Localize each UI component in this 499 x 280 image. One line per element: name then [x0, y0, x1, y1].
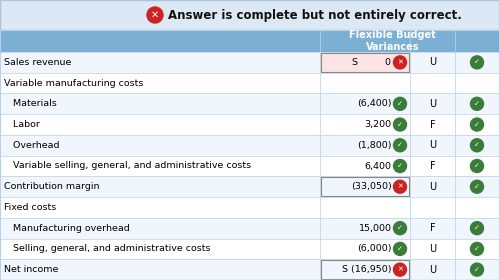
Text: ✓: ✓ [474, 246, 480, 252]
Circle shape [471, 222, 484, 235]
Text: ✓: ✓ [474, 122, 480, 128]
Bar [0, 259, 499, 280]
Text: ✕: ✕ [397, 184, 403, 190]
Circle shape [471, 160, 484, 172]
Text: ✓: ✓ [397, 163, 403, 169]
Bar [0, 30, 499, 52]
Circle shape [394, 118, 407, 131]
Text: U: U [429, 57, 436, 67]
Bar [321, 53, 409, 72]
Text: Overhead: Overhead [4, 141, 59, 150]
Bar [0, 94, 499, 114]
Circle shape [394, 263, 407, 276]
Text: Materials: Materials [4, 99, 57, 108]
Text: U: U [429, 265, 436, 275]
Text: Sales revenue: Sales revenue [4, 58, 71, 67]
Text: S (16,950): S (16,950) [342, 265, 392, 274]
Circle shape [394, 139, 407, 152]
Bar [0, 52, 499, 73]
Text: Labor: Labor [4, 120, 40, 129]
Circle shape [394, 222, 407, 235]
Circle shape [471, 139, 484, 152]
Bar [0, 73, 499, 94]
Circle shape [471, 97, 484, 110]
Text: ✓: ✓ [474, 225, 480, 231]
Bar [321, 260, 409, 279]
Text: 3,200: 3,200 [364, 120, 392, 129]
Text: ✓: ✓ [397, 122, 403, 128]
Text: ✓: ✓ [474, 184, 480, 190]
Bar [0, 156, 499, 176]
Bar [0, 30, 499, 280]
Bar [320, 52, 410, 73]
Text: ✓: ✓ [397, 101, 403, 107]
Text: ✓: ✓ [397, 246, 403, 252]
Text: ✓: ✓ [474, 142, 480, 148]
Bar [0, 0, 499, 30]
Text: Flexible Budget
Variances: Flexible Budget Variances [349, 30, 436, 52]
Text: F: F [430, 161, 435, 171]
Bar [0, 197, 499, 218]
Text: ✓: ✓ [474, 267, 480, 273]
Text: 6,400: 6,400 [364, 162, 392, 171]
Text: U: U [429, 99, 436, 109]
Text: Contribution margin: Contribution margin [4, 182, 99, 191]
Text: Answer is complete but not entirely correct.: Answer is complete but not entirely corr… [168, 8, 462, 22]
Text: Fixed costs: Fixed costs [4, 203, 56, 212]
Text: Selling, general, and administrative costs: Selling, general, and administrative cos… [4, 244, 211, 253]
Text: 15,000: 15,000 [358, 224, 392, 233]
Text: (1,800): (1,800) [357, 141, 392, 150]
Text: Manufacturing overhead: Manufacturing overhead [4, 224, 130, 233]
Text: (6,000): (6,000) [357, 244, 392, 253]
Circle shape [471, 242, 484, 255]
Text: F: F [430, 120, 435, 130]
Bar [0, 218, 499, 239]
Circle shape [394, 97, 407, 110]
Circle shape [471, 118, 484, 131]
Text: ✕: ✕ [397, 59, 403, 65]
Text: ✕: ✕ [151, 10, 159, 20]
Text: Variable manufacturing costs: Variable manufacturing costs [4, 79, 143, 88]
Text: (33,050): (33,050) [351, 182, 392, 191]
Circle shape [394, 56, 407, 69]
Bar [0, 135, 499, 156]
Text: U: U [429, 182, 436, 192]
Bar [321, 177, 409, 196]
Text: ✕: ✕ [397, 267, 403, 273]
Circle shape [471, 56, 484, 69]
Text: U: U [429, 140, 436, 150]
Bar [0, 176, 499, 197]
Text: U: U [429, 244, 436, 254]
Text: ✓: ✓ [474, 59, 480, 65]
Text: (6,400): (6,400) [357, 99, 392, 108]
Text: ✓: ✓ [397, 142, 403, 148]
Bar [0, 239, 499, 259]
Text: Variable selling, general, and administrative costs: Variable selling, general, and administr… [4, 162, 251, 171]
Circle shape [394, 160, 407, 172]
Text: Net income: Net income [4, 265, 58, 274]
Text: F: F [430, 223, 435, 233]
Text: ✓: ✓ [474, 101, 480, 107]
Circle shape [147, 7, 163, 23]
Circle shape [471, 263, 484, 276]
Circle shape [394, 180, 407, 193]
Text: S         0: S 0 [352, 58, 392, 67]
Text: ✓: ✓ [397, 225, 403, 231]
Text: ✓: ✓ [474, 163, 480, 169]
Bar [0, 114, 499, 135]
Circle shape [394, 242, 407, 255]
Circle shape [471, 180, 484, 193]
